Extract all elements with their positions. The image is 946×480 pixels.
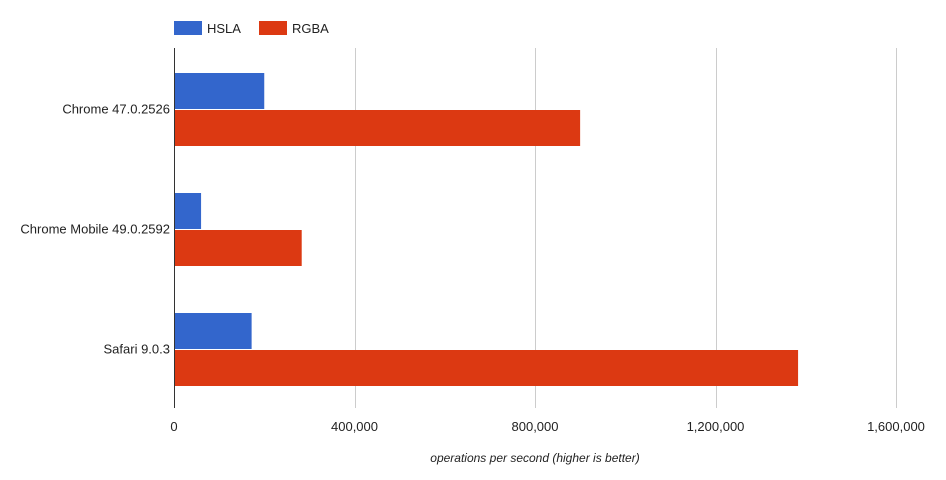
x-tick-label-3: 1,200,000 (687, 419, 745, 434)
bar-hsla-2 (174, 313, 252, 349)
bar-hsla-1 (174, 193, 202, 229)
bar-rgba-1 (174, 230, 302, 266)
x-tick-label-0: 0 (170, 419, 177, 434)
category-label-0: Chrome 47.0.2526 (62, 102, 170, 117)
x-tick-labels: 0 400,000 800,000 1,200,000 1,600,000 (170, 419, 925, 434)
bar-hsla-0 (174, 73, 265, 109)
x-tick-label-2: 800,000 (512, 419, 559, 434)
bar-rgba-0 (174, 110, 581, 146)
x-tick-label-4: 1,600,000 (867, 419, 925, 434)
bars (174, 73, 799, 386)
bar-rgba-2 (174, 350, 799, 386)
legend-swatch-hsla (174, 21, 202, 35)
legend-label-rgba: RGBA (292, 21, 329, 36)
category-label-2: Safari 9.0.3 (104, 342, 171, 357)
x-axis-label: operations per second (higher is better) (430, 451, 639, 465)
gridlines (355, 48, 897, 408)
category-label-1: Chrome Mobile 49.0.2592 (20, 222, 170, 237)
legend-swatch-rgba (259, 21, 287, 35)
legend: HSLA RGBA (174, 21, 329, 36)
legend-label-hsla: HSLA (207, 21, 241, 36)
x-tick-label-1: 400,000 (331, 419, 378, 434)
category-labels: Chrome 47.0.2526 Chrome Mobile 49.0.2592 S… (20, 102, 170, 357)
